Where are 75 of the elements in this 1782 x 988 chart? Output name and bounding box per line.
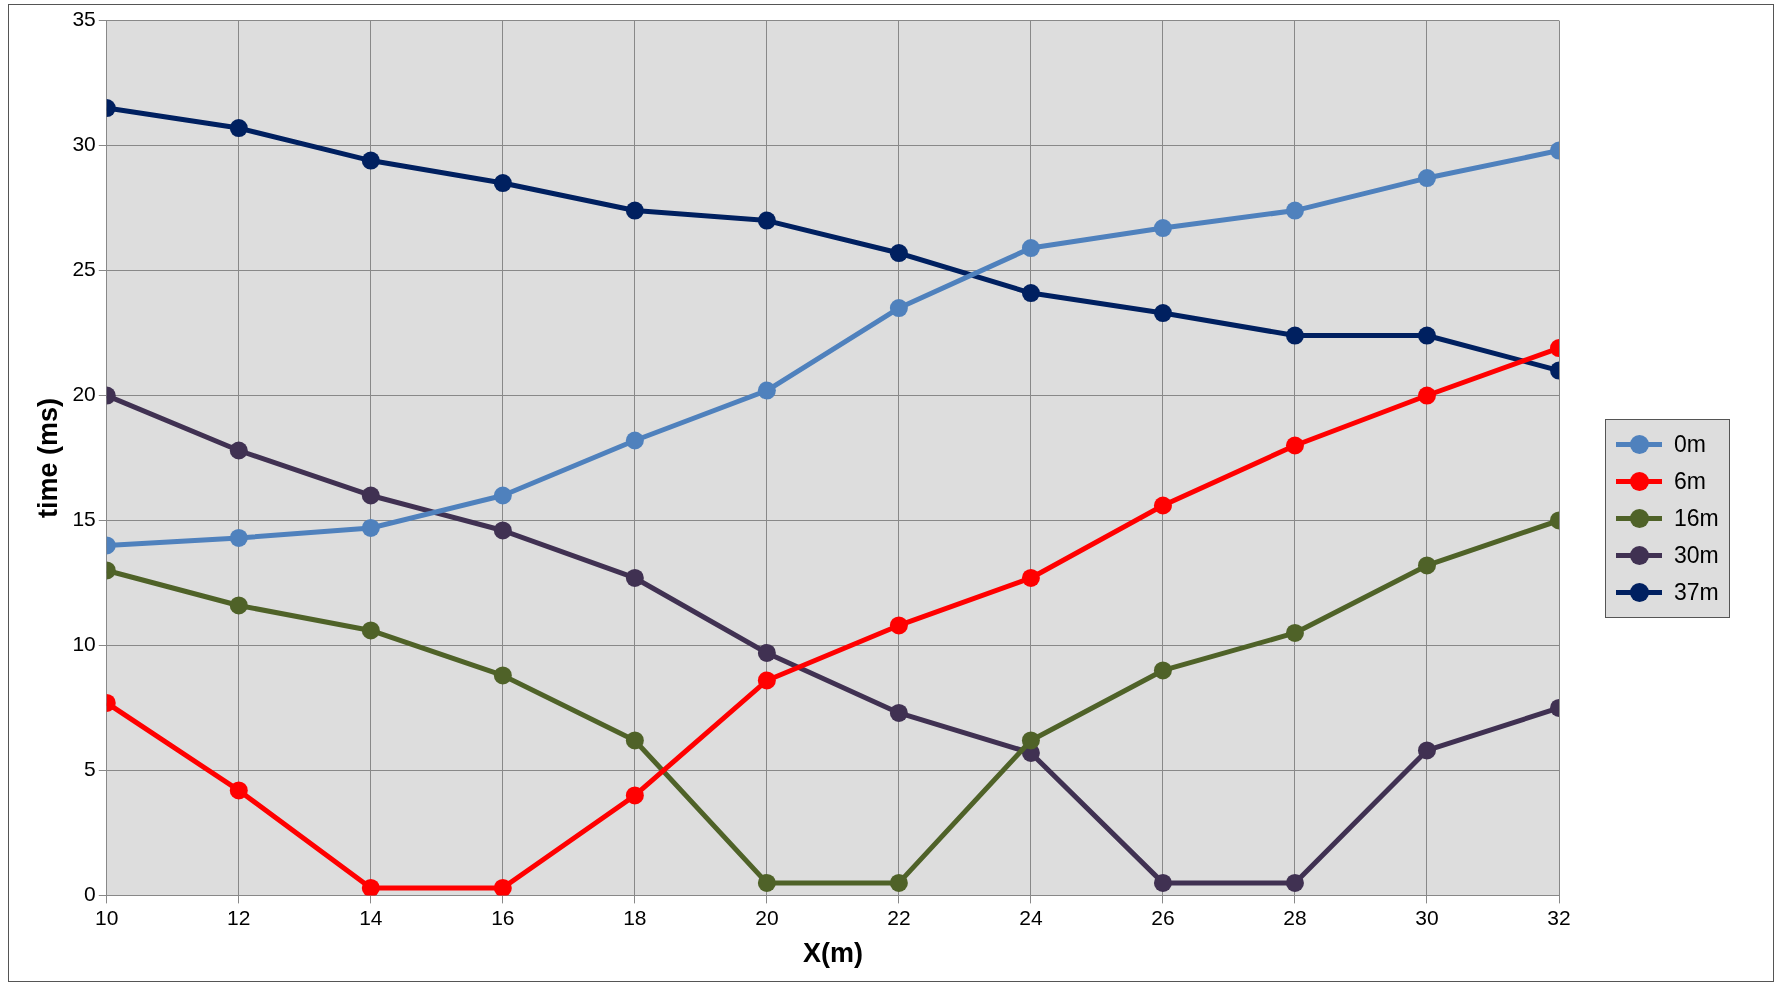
y-tick-label: 0 <box>84 882 96 906</box>
legend-label: 37m <box>1674 579 1719 606</box>
point <box>361 621 380 640</box>
x-tick-label: 16 <box>491 905 515 929</box>
x-tick-label: 24 <box>1019 905 1043 929</box>
y-tick-label: 20 <box>72 382 96 406</box>
point <box>1417 741 1436 760</box>
point <box>889 299 908 318</box>
point <box>1285 623 1304 642</box>
point <box>1153 661 1172 680</box>
x-tick-label: 26 <box>1151 905 1175 929</box>
point <box>229 596 248 615</box>
legend-label: 30m <box>1674 542 1719 569</box>
point <box>1153 219 1172 238</box>
point <box>1021 284 1040 303</box>
point <box>757 671 776 690</box>
point <box>493 174 512 193</box>
point <box>889 616 908 635</box>
point <box>229 119 248 138</box>
x-tick-label: 18 <box>623 905 647 929</box>
legend-label: 16m <box>1674 505 1719 532</box>
legend-label: 6m <box>1674 468 1706 495</box>
point <box>229 441 248 460</box>
point <box>1021 239 1040 258</box>
x-tick-label: 22 <box>887 905 911 929</box>
point <box>625 431 644 450</box>
point <box>361 878 380 896</box>
point <box>757 643 776 662</box>
point <box>1417 169 1436 188</box>
x-tick-label: 32 <box>1547 905 1571 929</box>
point <box>757 873 776 892</box>
point <box>889 703 908 722</box>
point <box>493 666 512 685</box>
y-tick-label: 5 <box>84 757 96 781</box>
point <box>625 786 644 805</box>
point <box>889 873 908 892</box>
point <box>493 486 512 505</box>
point <box>625 568 644 587</box>
point <box>1153 496 1172 515</box>
y-tick-label: 30 <box>72 132 96 156</box>
point <box>361 486 380 505</box>
x-axis-title: X(m) <box>802 938 863 969</box>
point <box>1153 873 1172 892</box>
point <box>1285 201 1304 220</box>
y-tick-label: 25 <box>72 257 96 281</box>
y-axis-title: time (ms) <box>32 397 63 519</box>
point <box>361 518 380 537</box>
point <box>493 521 512 540</box>
point <box>625 731 644 750</box>
x-tick-label: 20 <box>755 905 779 929</box>
x-tick-label: 12 <box>227 905 251 929</box>
legend-label: 0m <box>1674 431 1706 458</box>
point <box>1285 326 1304 345</box>
point <box>229 528 248 547</box>
point <box>361 151 380 170</box>
x-tick-label: 30 <box>1415 905 1439 929</box>
y-tick-label: 10 <box>72 632 96 656</box>
point <box>1417 326 1436 345</box>
point <box>889 244 908 263</box>
point <box>1153 304 1172 323</box>
x-tick-label: 28 <box>1283 905 1307 929</box>
y-tick-label: 15 <box>72 507 96 531</box>
point <box>1021 731 1040 750</box>
point <box>493 878 512 896</box>
point <box>1417 556 1436 575</box>
point <box>1021 568 1040 587</box>
x-tick-label: 14 <box>359 905 383 929</box>
point <box>757 381 776 400</box>
point <box>1417 386 1436 405</box>
point <box>1285 436 1304 455</box>
point <box>229 781 248 800</box>
point <box>1285 873 1304 892</box>
point <box>757 211 776 230</box>
y-tick-label: 35 <box>72 7 96 31</box>
point <box>625 201 644 220</box>
